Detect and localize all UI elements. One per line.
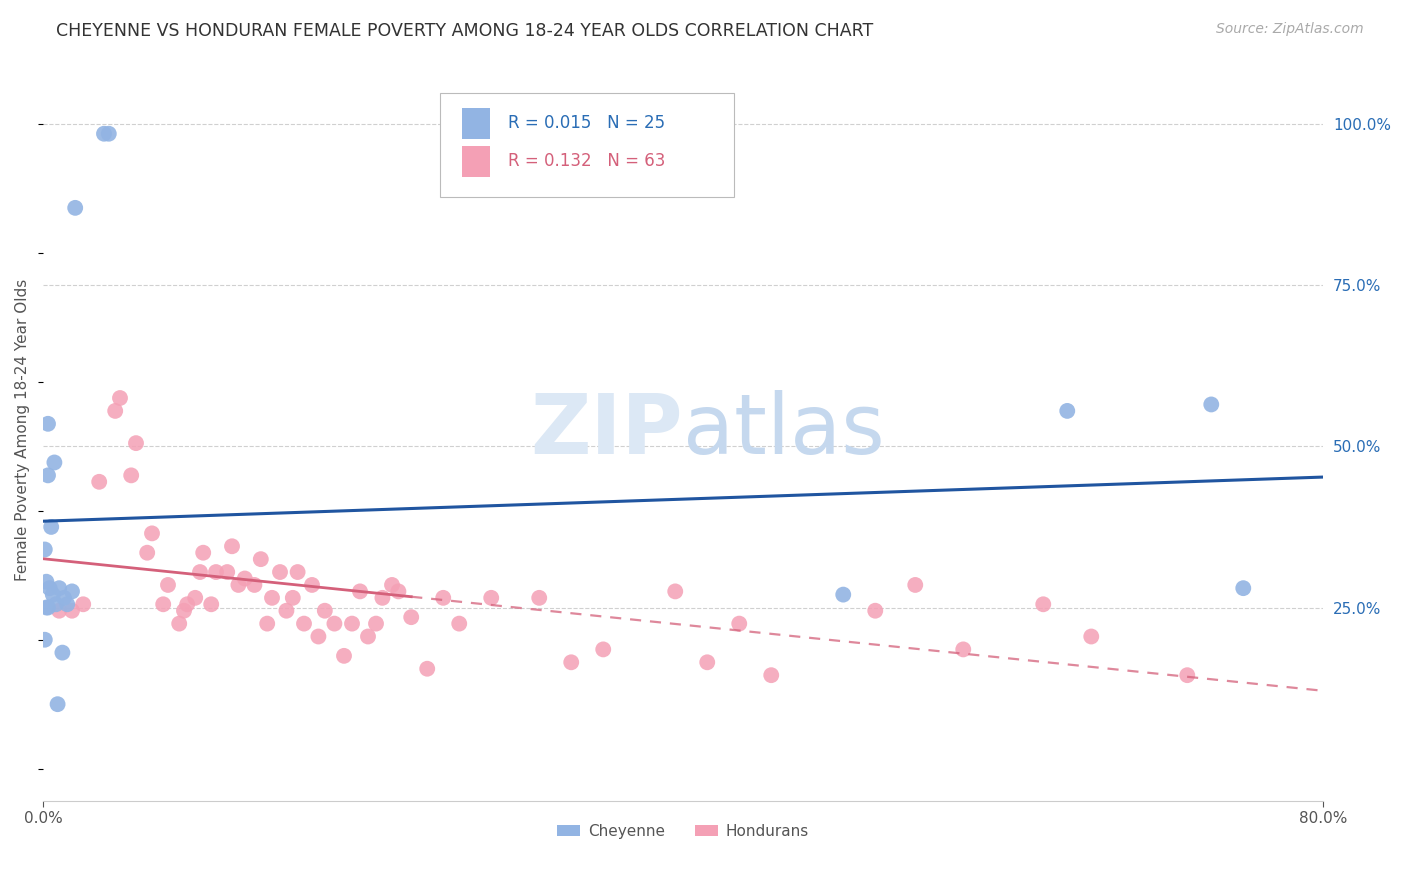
Point — [301, 578, 323, 592]
Point — [35, 600, 58, 615]
Text: Source: ZipAtlas.com: Source: ZipAtlas.com — [1216, 22, 1364, 37]
Point — [39, 520, 62, 534]
Point — [276, 604, 298, 618]
Point — [193, 546, 215, 560]
Point — [35, 574, 58, 589]
Point — [205, 565, 228, 579]
Point — [904, 578, 927, 592]
Point — [416, 662, 439, 676]
Point — [200, 597, 222, 611]
Point — [728, 616, 751, 631]
Point — [292, 616, 315, 631]
Point — [399, 610, 422, 624]
Point — [323, 616, 346, 631]
Point — [387, 584, 409, 599]
Point — [364, 616, 387, 631]
Point — [529, 591, 551, 605]
Bar — [461, 145, 489, 177]
Point — [228, 578, 250, 592]
Point — [60, 604, 83, 618]
Point — [56, 597, 79, 611]
Point — [188, 565, 211, 579]
Point — [141, 526, 163, 541]
Point — [97, 127, 120, 141]
Legend: Cheyenne, Hondurans: Cheyenne, Hondurans — [551, 818, 815, 845]
Point — [53, 591, 76, 605]
Point — [37, 600, 59, 615]
Point — [42, 588, 65, 602]
Point — [281, 591, 304, 605]
Bar — [461, 108, 489, 139]
Point — [89, 475, 111, 489]
Point — [38, 581, 60, 595]
Point — [44, 455, 66, 469]
Point — [449, 616, 471, 631]
Point — [63, 201, 86, 215]
Point — [104, 404, 127, 418]
Text: R = 0.132   N = 63: R = 0.132 N = 63 — [508, 153, 665, 170]
Point — [45, 597, 67, 611]
Point — [832, 588, 855, 602]
Point — [125, 436, 148, 450]
Point — [233, 572, 256, 586]
Point — [156, 578, 179, 592]
Point — [287, 565, 309, 579]
Point — [1201, 397, 1223, 411]
Point — [37, 417, 59, 431]
Point — [51, 646, 73, 660]
FancyBboxPatch shape — [440, 93, 734, 197]
Point — [592, 642, 614, 657]
Point — [696, 655, 718, 669]
Point — [560, 655, 582, 669]
Point — [184, 591, 207, 605]
Point — [167, 616, 190, 631]
Point — [37, 468, 59, 483]
Point — [664, 584, 686, 599]
Point — [256, 616, 278, 631]
Point — [136, 546, 159, 560]
Point — [152, 597, 174, 611]
Point — [108, 391, 131, 405]
Point — [48, 581, 70, 595]
Point — [221, 539, 243, 553]
Point — [120, 468, 142, 483]
Point — [260, 591, 283, 605]
Point — [1175, 668, 1198, 682]
Point — [34, 632, 56, 647]
Point — [314, 604, 336, 618]
Point — [349, 584, 371, 599]
Point — [340, 616, 363, 631]
Text: ZIP: ZIP — [530, 390, 683, 471]
Point — [333, 648, 356, 663]
Point — [381, 578, 404, 592]
Point — [307, 630, 329, 644]
Point — [173, 604, 195, 618]
Point — [269, 565, 291, 579]
Point — [1056, 404, 1078, 418]
Point — [357, 630, 380, 644]
Point — [1080, 630, 1102, 644]
Point — [60, 584, 83, 599]
Point — [176, 597, 198, 611]
Point — [432, 591, 454, 605]
Point — [1032, 597, 1054, 611]
Point — [479, 591, 502, 605]
Point — [249, 552, 271, 566]
Point — [865, 604, 887, 618]
Point — [46, 697, 69, 711]
Point — [48, 604, 70, 618]
Point — [217, 565, 239, 579]
Text: R = 0.015   N = 25: R = 0.015 N = 25 — [508, 114, 665, 132]
Point — [952, 642, 974, 657]
Point — [371, 591, 394, 605]
Text: atlas: atlas — [683, 390, 884, 471]
Point — [93, 127, 115, 141]
Y-axis label: Female Poverty Among 18-24 Year Olds: Female Poverty Among 18-24 Year Olds — [15, 279, 30, 582]
Point — [761, 668, 783, 682]
Point — [1232, 581, 1254, 595]
Point — [72, 597, 94, 611]
Text: CHEYENNE VS HONDURAN FEMALE POVERTY AMONG 18-24 YEAR OLDS CORRELATION CHART: CHEYENNE VS HONDURAN FEMALE POVERTY AMON… — [56, 22, 873, 40]
Point — [243, 578, 266, 592]
Point — [34, 542, 56, 557]
